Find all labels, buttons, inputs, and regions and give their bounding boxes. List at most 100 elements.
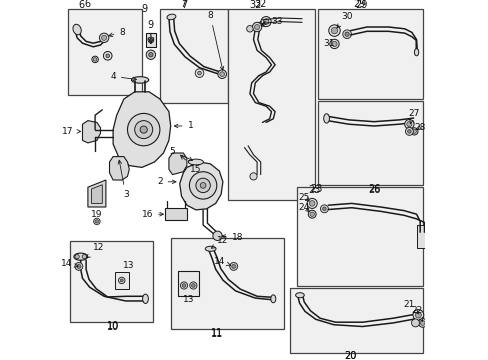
Polygon shape	[179, 162, 223, 210]
Text: 23: 23	[308, 185, 320, 195]
Text: 23: 23	[310, 184, 322, 194]
Bar	[318, 9, 422, 99]
Circle shape	[229, 262, 237, 270]
Circle shape	[219, 72, 224, 77]
Text: 11: 11	[211, 328, 223, 338]
Polygon shape	[88, 180, 106, 207]
Text: 12: 12	[86, 243, 104, 258]
Circle shape	[263, 19, 268, 24]
Text: 9: 9	[147, 20, 154, 30]
Bar	[296, 187, 422, 286]
Circle shape	[407, 130, 410, 133]
Circle shape	[309, 212, 314, 216]
Circle shape	[306, 198, 317, 208]
Text: 32: 32	[254, 0, 266, 9]
Ellipse shape	[413, 49, 418, 56]
Bar	[160, 9, 228, 103]
Circle shape	[328, 25, 340, 36]
Circle shape	[420, 320, 424, 325]
Text: 25: 25	[298, 193, 309, 202]
Polygon shape	[168, 153, 186, 175]
Polygon shape	[82, 121, 101, 143]
Text: 8: 8	[207, 11, 224, 70]
Bar	[70, 241, 152, 322]
Text: 12: 12	[211, 236, 228, 248]
Circle shape	[411, 130, 416, 133]
Circle shape	[329, 39, 339, 49]
Circle shape	[254, 24, 259, 30]
Text: 16: 16	[141, 210, 163, 219]
Bar	[145, 33, 156, 47]
Circle shape	[146, 50, 155, 59]
Circle shape	[180, 282, 187, 289]
Circle shape	[127, 113, 160, 146]
Circle shape	[140, 126, 147, 133]
Bar	[68, 9, 142, 95]
Text: 6: 6	[79, 0, 85, 10]
Circle shape	[99, 33, 108, 42]
Ellipse shape	[270, 295, 275, 303]
Circle shape	[92, 56, 98, 63]
Circle shape	[212, 231, 222, 240]
Circle shape	[322, 207, 325, 211]
Bar	[178, 271, 199, 296]
Text: 8: 8	[108, 28, 125, 37]
Circle shape	[191, 284, 195, 287]
Circle shape	[120, 279, 123, 282]
Circle shape	[189, 172, 216, 199]
Bar	[170, 238, 284, 329]
Circle shape	[411, 319, 419, 327]
Text: 21: 21	[403, 300, 418, 314]
Circle shape	[405, 127, 412, 135]
Circle shape	[75, 262, 82, 270]
Ellipse shape	[295, 293, 304, 298]
Text: 15: 15	[180, 156, 201, 174]
Circle shape	[95, 220, 98, 223]
Circle shape	[197, 71, 201, 75]
Circle shape	[195, 69, 203, 77]
Circle shape	[231, 264, 235, 269]
Circle shape	[75, 255, 79, 259]
Text: 4: 4	[110, 72, 136, 81]
Circle shape	[309, 201, 314, 206]
Text: 13: 13	[122, 261, 134, 270]
Ellipse shape	[73, 24, 81, 35]
Text: 26: 26	[367, 184, 380, 194]
Circle shape	[118, 277, 125, 284]
Circle shape	[261, 17, 270, 27]
Circle shape	[182, 284, 185, 287]
Text: 7: 7	[181, 0, 187, 10]
Text: 7: 7	[180, 0, 186, 9]
Circle shape	[320, 205, 328, 213]
Text: 20: 20	[344, 351, 356, 360]
Circle shape	[412, 310, 423, 320]
Text: 6: 6	[84, 0, 91, 9]
Circle shape	[149, 39, 152, 41]
Text: 18: 18	[222, 233, 243, 242]
Bar	[115, 272, 128, 289]
Circle shape	[410, 128, 417, 135]
Circle shape	[200, 183, 205, 188]
Circle shape	[102, 35, 106, 40]
Circle shape	[189, 282, 197, 289]
Text: 10: 10	[107, 321, 119, 332]
Text: 29: 29	[355, 0, 367, 10]
Polygon shape	[113, 92, 170, 167]
Circle shape	[415, 312, 421, 318]
Text: 22: 22	[410, 306, 422, 321]
Text: 28: 28	[414, 123, 425, 132]
Circle shape	[246, 26, 253, 32]
Circle shape	[252, 22, 261, 32]
Circle shape	[94, 218, 100, 225]
Text: 14: 14	[61, 259, 78, 269]
Text: 5: 5	[169, 147, 192, 161]
Text: 29: 29	[353, 0, 365, 9]
Circle shape	[307, 210, 316, 218]
Circle shape	[93, 58, 97, 61]
Circle shape	[406, 122, 411, 127]
Circle shape	[218, 70, 226, 78]
Text: 26: 26	[368, 185, 380, 195]
Circle shape	[344, 32, 348, 36]
Bar	[228, 9, 314, 200]
Circle shape	[77, 264, 81, 269]
